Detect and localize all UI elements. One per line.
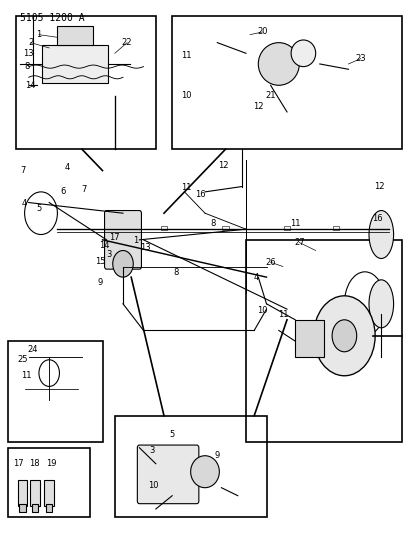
Text: 9: 9 — [98, 278, 103, 287]
Text: 14: 14 — [99, 241, 110, 249]
Ellipse shape — [290, 40, 315, 67]
Bar — [245, 240, 401, 442]
Text: 4: 4 — [65, 164, 70, 172]
Text: 13: 13 — [140, 244, 151, 252]
Text: 19: 19 — [46, 459, 56, 468]
Text: 24: 24 — [27, 345, 38, 353]
Text: 11: 11 — [181, 52, 191, 60]
Text: 16: 16 — [371, 214, 382, 223]
Bar — [294, 320, 323, 357]
Text: 11: 11 — [289, 220, 300, 228]
Text: 23: 23 — [355, 54, 365, 63]
Text: 5105 1200 A: 5105 1200 A — [20, 13, 85, 23]
Bar — [160, 226, 167, 230]
Text: 26: 26 — [265, 258, 275, 266]
Text: 12: 12 — [373, 182, 384, 191]
Bar — [18, 480, 27, 506]
Text: 21: 21 — [265, 92, 275, 100]
Bar — [46, 504, 52, 512]
Circle shape — [331, 320, 356, 352]
Text: 3: 3 — [148, 446, 154, 455]
Text: 11: 11 — [21, 372, 32, 380]
Circle shape — [112, 251, 133, 277]
Text: 7: 7 — [20, 166, 25, 175]
Text: 10: 10 — [148, 481, 159, 489]
Text: 7: 7 — [81, 185, 87, 193]
Bar — [283, 226, 290, 230]
Text: 4: 4 — [253, 273, 258, 281]
Text: 22: 22 — [121, 38, 132, 47]
Text: 18: 18 — [29, 459, 40, 468]
Circle shape — [313, 296, 374, 376]
Text: 8: 8 — [210, 220, 216, 228]
Bar — [44, 480, 54, 506]
Text: 5: 5 — [169, 430, 174, 439]
Text: 6: 6 — [61, 188, 66, 196]
Ellipse shape — [368, 280, 393, 328]
Text: 20: 20 — [256, 28, 267, 36]
Text: 25: 25 — [17, 356, 28, 364]
Bar — [31, 504, 38, 512]
Text: 10: 10 — [181, 92, 191, 100]
Ellipse shape — [258, 43, 299, 85]
Text: 1: 1 — [133, 237, 137, 245]
Text: 17: 17 — [13, 459, 24, 468]
Text: 14: 14 — [25, 81, 36, 90]
Text: 11: 11 — [181, 183, 191, 192]
Bar — [56, 26, 93, 45]
Text: 1: 1 — [36, 30, 41, 39]
Bar — [19, 504, 26, 512]
Text: 13: 13 — [23, 49, 34, 58]
Bar — [8, 448, 90, 517]
FancyBboxPatch shape — [137, 445, 198, 504]
Bar — [30, 480, 40, 506]
Bar — [8, 341, 102, 442]
Text: 3: 3 — [106, 251, 111, 259]
Bar — [222, 226, 228, 230]
Text: 10: 10 — [256, 306, 267, 314]
Bar — [172, 16, 401, 149]
Text: 5: 5 — [36, 205, 41, 213]
Text: 27: 27 — [293, 238, 304, 247]
Ellipse shape — [190, 456, 219, 488]
Text: 2: 2 — [28, 38, 33, 47]
Bar — [42, 45, 108, 83]
Text: 8: 8 — [173, 269, 179, 277]
Text: 16: 16 — [195, 190, 206, 199]
Text: 12: 12 — [252, 102, 263, 111]
Ellipse shape — [368, 211, 393, 259]
Text: 11: 11 — [277, 310, 288, 319]
FancyBboxPatch shape — [104, 211, 141, 269]
Text: 9: 9 — [214, 451, 219, 460]
Bar — [115, 416, 266, 517]
Text: 12: 12 — [218, 161, 228, 169]
Bar — [332, 226, 339, 230]
Text: 4: 4 — [22, 199, 27, 208]
Bar — [16, 16, 155, 149]
Text: 17: 17 — [109, 233, 120, 241]
Text: 15: 15 — [95, 257, 106, 265]
Text: 8: 8 — [24, 62, 29, 71]
